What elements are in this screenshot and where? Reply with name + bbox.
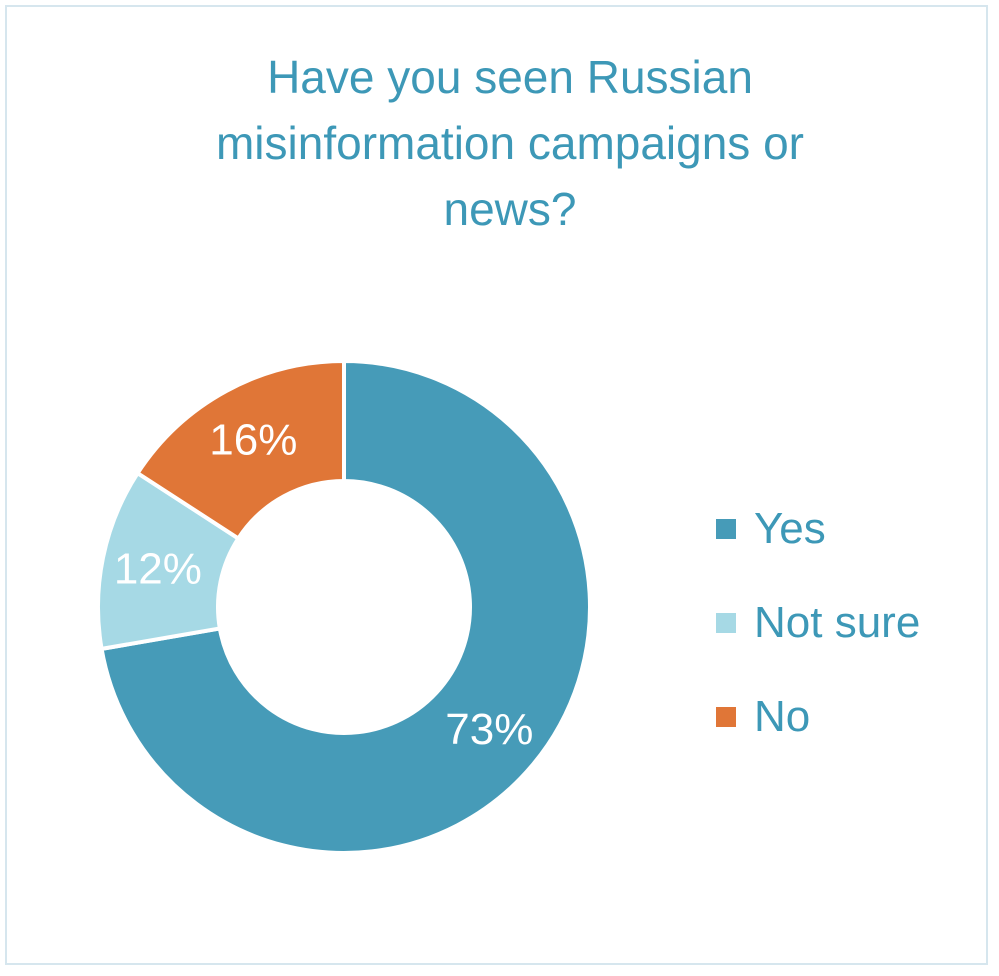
- legend-item-no: No: [716, 670, 920, 764]
- legend-label-no: No: [754, 692, 811, 741]
- legend: Yes Not sure No: [716, 482, 920, 764]
- donut-slices: [96, 358, 592, 855]
- legend-item-not-sure: Not sure: [716, 576, 920, 670]
- legend-swatch-yes: [716, 519, 736, 539]
- legend-label-yes: Yes: [754, 504, 826, 553]
- chart-title: Have you seen Russian misinformation cam…: [150, 44, 870, 242]
- slice-yes: [99, 358, 592, 855]
- data-label-no: 16%: [209, 416, 297, 465]
- legend-swatch-no: [716, 707, 736, 727]
- title-line-1: Have you seen Russian: [267, 51, 753, 103]
- legend-swatch-not-sure: [716, 613, 736, 633]
- slice-no: [134, 358, 346, 542]
- legend-item-yes: Yes: [716, 482, 920, 576]
- donut-data-labels: 73% 12% 16%: [114, 416, 534, 754]
- data-label-yes: 73%: [445, 705, 533, 754]
- title-line-2: misinformation campaigns or: [215, 117, 804, 169]
- data-label-not-sure: 12%: [114, 544, 202, 593]
- title-line-3: news?: [443, 183, 577, 235]
- legend-label-not-sure: Not sure: [754, 598, 921, 647]
